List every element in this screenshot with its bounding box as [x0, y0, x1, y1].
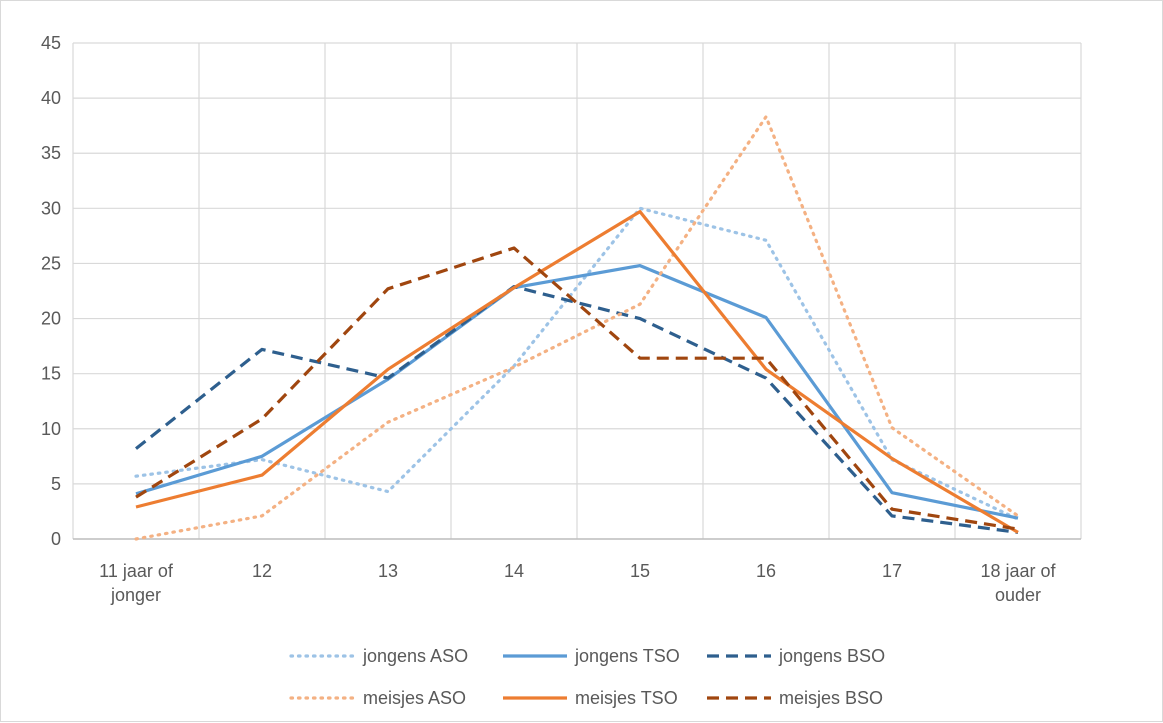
legend-label-meisjes-bso: meisjes BSO	[779, 688, 883, 708]
series-line-meisjes-tso	[135, 210, 1019, 534]
legend-label-jongens-aso: jongens ASO	[362, 646, 468, 666]
y-tick-label-40: 40	[41, 88, 61, 108]
legend-label-jongens-bso: jongens BSO	[778, 646, 885, 666]
series-line-jongens-aso	[134, 206, 1020, 521]
x-tick-label-0: 11 jaar of jonger	[99, 561, 174, 605]
x-tick-label-1: 12	[252, 561, 272, 581]
gridlines	[72, 42, 1082, 540]
y-tick-label-5: 5	[51, 474, 61, 494]
x-tick-label-5: 16	[756, 561, 776, 581]
y-axis: 0 5 10 15 20 25 30 35 40 45	[41, 33, 61, 549]
series-line-jongens-tso	[135, 264, 1019, 520]
series-lines	[134, 115, 1020, 541]
legend-label-meisjes-aso: meisjes ASO	[363, 688, 466, 708]
y-tick-label-35: 35	[41, 143, 61, 163]
series-line-jongens-bso	[135, 285, 1019, 534]
x-axis: 11 jaar of jonger 12 13 14 15 16 17 18 jaar of ou…	[73, 538, 1081, 605]
legend: jongens ASO jongens TSO jongens BSO meisjes…	[289, 646, 885, 708]
x-tick-label-2: 13	[378, 561, 398, 581]
x-tick-label-7: 18 jaar of ouder	[980, 561, 1056, 605]
x-tick-label-3: 14	[504, 561, 524, 581]
x-tick-label-6: 17	[882, 561, 902, 581]
y-tick-label-45: 45	[41, 33, 61, 53]
y-tick-label-0: 0	[51, 529, 61, 549]
y-tick-label-10: 10	[41, 419, 61, 439]
y-tick-label-15: 15	[41, 364, 61, 384]
x-tick-label-4: 15	[630, 561, 650, 581]
series-line-meisjes-bso	[135, 246, 1019, 531]
y-tick-label-30: 30	[41, 198, 61, 218]
legend-label-meisjes-tso: meisjes TSO	[575, 688, 678, 708]
y-tick-label-20: 20	[41, 309, 61, 329]
legend-label-jongens-tso: jongens TSO	[574, 646, 680, 666]
y-tick-label-25: 25	[41, 253, 61, 273]
